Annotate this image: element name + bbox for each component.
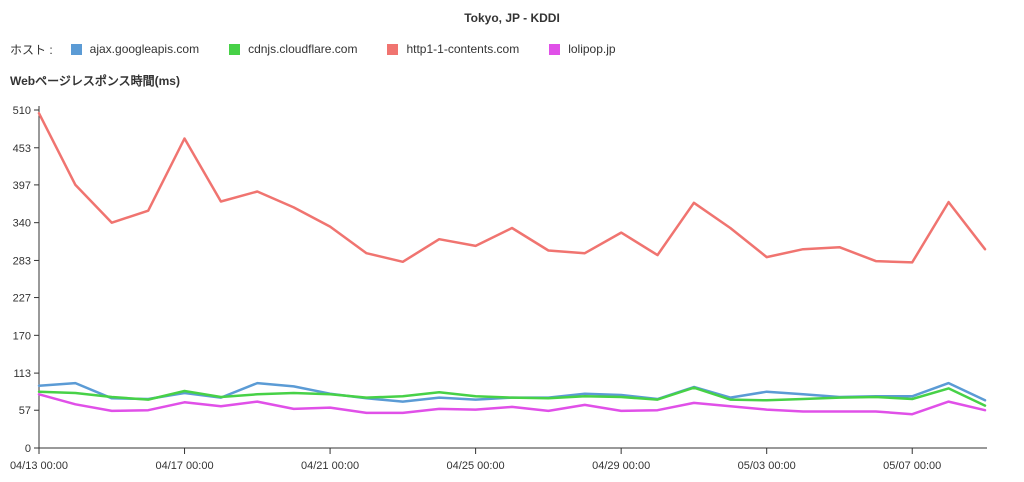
y-tick-label: 397 (13, 180, 31, 192)
legend-label: lolipop.jp (568, 42, 616, 56)
legend-item-http1-1-contents[interactable]: http1-1-contents.com (387, 42, 519, 56)
legend-label: http1-1-contents.com (406, 42, 520, 56)
chart-title: Tokyo, JP - KDDI (464, 11, 560, 25)
x-tick-label: 04/17 00:00 (155, 460, 213, 472)
y-tick-label: 510 (13, 105, 31, 117)
legend-swatch-icon (549, 43, 561, 55)
legend-host-label: ホスト : (10, 42, 53, 57)
legend: ホスト : ajax.googleapis.com cdnjs.cloudfla… (10, 40, 646, 58)
y-tick-label: 340 (13, 218, 31, 230)
x-tick-label: 05/03 00:00 (738, 460, 796, 472)
x-tick-label: 04/29 00:00 (592, 460, 650, 472)
y-tick-label: 283 (13, 255, 31, 267)
legend-swatch-icon (70, 43, 82, 55)
legend-item-cdnjs-cloudflare[interactable]: cdnjs.cloudflare.com (229, 42, 357, 56)
y-tick-label: 0 (25, 443, 31, 455)
x-tick-label: 04/13 00:00 (10, 460, 68, 472)
y-tick-label: 453 (13, 143, 31, 155)
y-tick-label: 170 (13, 330, 31, 342)
y-axis-label: Webページレスポンス時間(ms) (10, 74, 180, 88)
legend-label: ajax.googleapis.com (89, 42, 200, 56)
legend-swatch-icon (229, 43, 241, 55)
legend-item-ajax-googleapis[interactable]: ajax.googleapis.com (70, 42, 200, 56)
y-tick-label: 113 (13, 368, 31, 380)
legend-label: cdnjs.cloudflare.com (248, 42, 358, 56)
y-tick-label: 57 (19, 405, 31, 417)
x-tick-label: 05/07 00:00 (883, 460, 941, 472)
x-tick-label: 04/25 00:00 (447, 460, 505, 472)
series-line-cdnjs-cloudflare-com (37, 386, 987, 407)
x-tick-label: 04/21 00:00 (301, 460, 359, 472)
y-tick-label: 227 (13, 293, 31, 305)
legend-swatch-icon (387, 43, 399, 55)
series-line-http1-1-contents-com (37, 112, 987, 264)
legend-item-lolipop[interactable]: lolipop.jp (549, 42, 616, 56)
series-line-lolipop-jp (37, 393, 987, 416)
